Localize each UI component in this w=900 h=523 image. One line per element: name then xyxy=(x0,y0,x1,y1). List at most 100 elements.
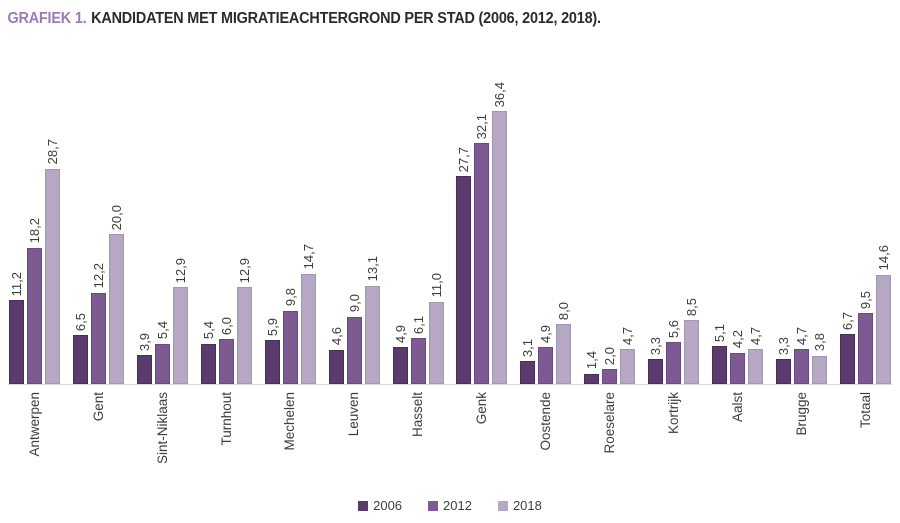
bar-value-label: 4,9 xyxy=(392,325,408,344)
bar-2018 xyxy=(428,301,444,384)
chart-title-prefix: GRAFIEK 1. xyxy=(7,10,87,27)
bar-with-label: 4,2 xyxy=(730,330,746,384)
bar-2006 xyxy=(520,360,536,384)
bar-with-label: 6,5 xyxy=(72,313,88,384)
legend-item: 2018 xyxy=(497,498,542,513)
bar-with-label: 28,7 xyxy=(45,139,60,384)
bar-2006 xyxy=(9,300,24,384)
bar-with-label: 5,6 xyxy=(666,320,682,384)
x-axis-label-text: Leuven xyxy=(346,392,362,437)
bar-value-label: 3,1 xyxy=(520,338,536,357)
bar-2012 xyxy=(410,338,426,384)
bar-with-label: 8,0 xyxy=(556,301,572,384)
bar-with-label: 11,2 xyxy=(9,272,24,384)
bar-value-label: 5,4 xyxy=(200,321,216,340)
bar-2006 xyxy=(72,335,88,384)
bar-value-label: 9,5 xyxy=(857,290,873,309)
bar-value-label: 12,2 xyxy=(90,263,106,289)
bar-2012 xyxy=(730,352,746,384)
x-axis-label-text: Roeselare xyxy=(602,392,618,454)
legend-swatch-2018 xyxy=(497,500,508,511)
x-axis-label: Antwerpen xyxy=(26,384,42,492)
bar-with-label: 20,0 xyxy=(108,205,124,384)
bar-value-label: 27,7 xyxy=(456,146,472,173)
bar-with-label: 32,1 xyxy=(474,114,490,384)
bar-2006 xyxy=(264,339,280,384)
bar-value-label: 36,4 xyxy=(492,81,508,107)
bar-cluster: 6,7 9,5 14,6 xyxy=(839,54,891,384)
bar-value-label: 5,1 xyxy=(712,323,728,342)
bar-with-label: 14,6 xyxy=(875,245,891,384)
bar-value-label: 3,3 xyxy=(648,337,664,356)
x-axis-label: Mechelen xyxy=(282,384,297,492)
bar-2006 xyxy=(456,176,472,384)
bar-with-label: 6,7 xyxy=(839,312,855,384)
bar-group: 11,2 18,2 28,7 Antwerpen xyxy=(9,54,60,492)
bar-value-label: 9,8 xyxy=(282,288,298,307)
bar-2012 xyxy=(154,343,170,384)
bar-2012 xyxy=(794,348,810,384)
bar-2012 xyxy=(474,143,490,384)
legend-item: 2012 xyxy=(428,498,472,513)
bar-group: 5,4 6,0 12,9 Turnhout xyxy=(200,54,252,492)
bar-value-label: 3,8 xyxy=(812,333,828,352)
bar-with-label: 11,0 xyxy=(428,273,444,384)
bar-value-label: 18,2 xyxy=(27,218,42,244)
bar-value-label: 2,0 xyxy=(602,346,618,365)
x-axis-label: Genk xyxy=(474,384,489,492)
bar-group: 3,1 4,9 8,0 Oostende xyxy=(520,54,572,492)
bar-cluster: 3,3 4,7 3,8 xyxy=(776,54,828,384)
chart-title-text: KANDIDATEN MET MIGRATIEACHTERGROND PER S… xyxy=(91,10,601,27)
bar-with-label: 3,3 xyxy=(776,337,792,384)
bar-with-label: 3,9 xyxy=(136,333,152,384)
x-axis-label: Gent xyxy=(91,384,106,492)
legend-swatch-2006 xyxy=(358,500,369,511)
bar-2018 xyxy=(556,324,572,384)
bar-with-label: 12,9 xyxy=(236,258,252,384)
bar-with-label: 6,1 xyxy=(410,316,426,384)
bar-value-label: 4,9 xyxy=(538,325,554,344)
bar-with-label: 3,3 xyxy=(648,337,664,384)
bar-2018 xyxy=(236,287,252,384)
x-axis-label-text: Oostende xyxy=(538,392,554,451)
x-axis-label: Turnhout xyxy=(219,384,234,492)
x-axis-label-text: Totaal xyxy=(857,392,873,429)
bar-group: 3,3 5,6 8,5 Kortrijk xyxy=(648,54,700,492)
bar-group: 1,4 2,0 4,7 Roeselare xyxy=(584,54,636,492)
bar-cluster: 5,9 9,8 14,7 xyxy=(264,54,316,384)
bar-with-label: 4,7 xyxy=(748,327,764,384)
x-axis-label-text: Hasselt xyxy=(410,392,426,438)
x-axis-label: Oostende xyxy=(538,384,554,492)
legend-label: 2018 xyxy=(512,498,542,513)
bar-2018 xyxy=(812,355,828,384)
bar-2012 xyxy=(602,369,618,384)
bar-2012 xyxy=(218,339,234,384)
bar-group: 4,9 6,1 11,0 Hasselt xyxy=(392,54,444,492)
bar-2018 xyxy=(45,168,60,384)
bar-group: 3,3 4,7 3,8 Brugge xyxy=(776,54,828,492)
bar-cluster: 5,1 4,2 4,7 xyxy=(712,54,764,384)
bar-with-label: 3,8 xyxy=(812,333,828,384)
bar-2012 xyxy=(857,312,873,384)
bar-with-label: 6,0 xyxy=(218,317,234,384)
bar-with-label: 4,6 xyxy=(328,327,344,384)
x-axis-label: Brugge xyxy=(793,384,809,492)
bar-value-label: 14,7 xyxy=(300,244,316,270)
bar-value-label: 8,0 xyxy=(556,301,572,320)
bar-with-label: 4,7 xyxy=(620,327,636,384)
bar-cluster: 6,5 12,2 20,0 xyxy=(72,54,124,384)
bar-with-label: 18,2 xyxy=(27,218,42,384)
bar-with-label: 27,7 xyxy=(456,146,472,384)
x-axis-label: Kortrijk xyxy=(665,384,681,492)
x-axis-label-text: Brugge xyxy=(793,392,809,436)
bar-2006 xyxy=(712,345,728,384)
bar-2012 xyxy=(27,247,42,384)
bar-cluster: 3,1 4,9 8,0 xyxy=(520,54,572,384)
grouped-bar-chart: 11,2 18,2 28,7 Antwerpen 6,5 12,2 20,0 Gent 3,9 5… xyxy=(8,54,892,492)
bar-cluster: 1,4 2,0 4,7 xyxy=(584,54,636,384)
x-axis-label-text: Kortrijk xyxy=(665,392,681,435)
legend: 2006 2012 2018 xyxy=(0,498,900,513)
bar-2012 xyxy=(282,310,298,384)
x-axis-label-text: Antwerpen xyxy=(26,392,42,457)
legend-item: 2006 xyxy=(358,498,402,513)
